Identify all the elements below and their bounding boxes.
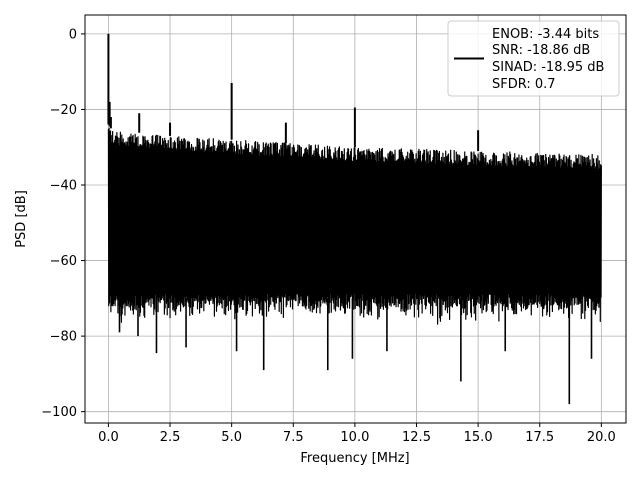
- x-tick-label: 2.5: [160, 430, 181, 445]
- x-tick-label: 12.5: [402, 430, 431, 445]
- legend-entry-sinad: SINAD: -18.95 dB: [492, 60, 604, 75]
- legend-entry-enob: ENOB: -3.44 bits: [492, 27, 599, 42]
- legend-box: [447, 20, 620, 97]
- x-tick-label: 10.0: [340, 430, 369, 445]
- x-tick-label: 15.0: [464, 430, 493, 445]
- x-axis-label: Frequency [MHz]: [300, 451, 409, 466]
- y-tick-label: 0: [69, 27, 77, 42]
- legend-entry-snr: SNR: -18.86 dB: [492, 43, 590, 58]
- y-tick-label: −40: [50, 179, 77, 194]
- x-axis-ticks: 0.0 2.5 5.0 7.5 10.0 12.5 15.0 17.5 20.0: [98, 423, 616, 445]
- legend-entry-sfdr: SFDR: 0.7: [492, 77, 556, 92]
- y-axis-label: PSD [dB]: [14, 190, 29, 248]
- legend: ENOB: -3.44 bits SNR: -18.86 dB SINAD: -…: [447, 20, 620, 97]
- x-tick-label: 5.0: [221, 430, 242, 445]
- y-tick-label: −80: [50, 330, 77, 345]
- x-tick-label: 0.0: [98, 430, 119, 445]
- plot-series: [107, 33, 602, 405]
- x-tick-label: 17.5: [525, 430, 554, 445]
- y-tick-label: −60: [50, 254, 77, 269]
- y-tick-label: −20: [50, 103, 77, 118]
- y-tick-label: −100: [41, 405, 77, 420]
- x-tick-label: 7.5: [283, 430, 304, 445]
- x-tick-label: 20.0: [587, 430, 616, 445]
- y-axis-ticks: 0 −20 −40 −60 −80 −100: [41, 27, 85, 420]
- psd-noise-trace: [107, 127, 602, 325]
- plot-frame: [84, 14, 627, 424]
